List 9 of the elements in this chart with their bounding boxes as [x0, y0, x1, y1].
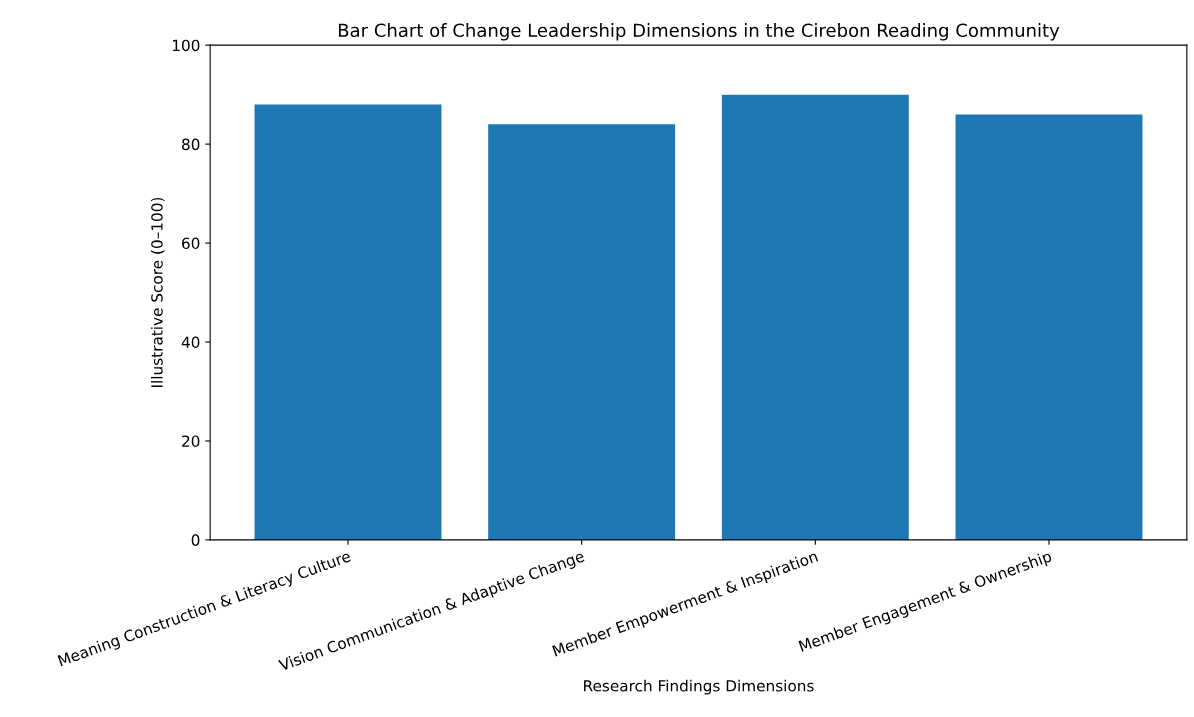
y-tick-label: 20: [182, 435, 200, 447]
y-tick-label: 60: [182, 237, 200, 250]
x-axis-title: Research Findings Dimensions: [584, 679, 814, 695]
y-tick-label: 40: [181, 336, 200, 349]
chart-title: Bar Chart of Change Leadership Dimensions in the Cirebon Reading Community: [338, 23, 1060, 41]
y-tick-label: 100: [172, 39, 200, 52]
y-tick-label: 0: [191, 534, 200, 546]
y-axis-title: Illustrative Score (0–100): [150, 197, 165, 387]
y-tick-label: 80: [182, 138, 200, 151]
